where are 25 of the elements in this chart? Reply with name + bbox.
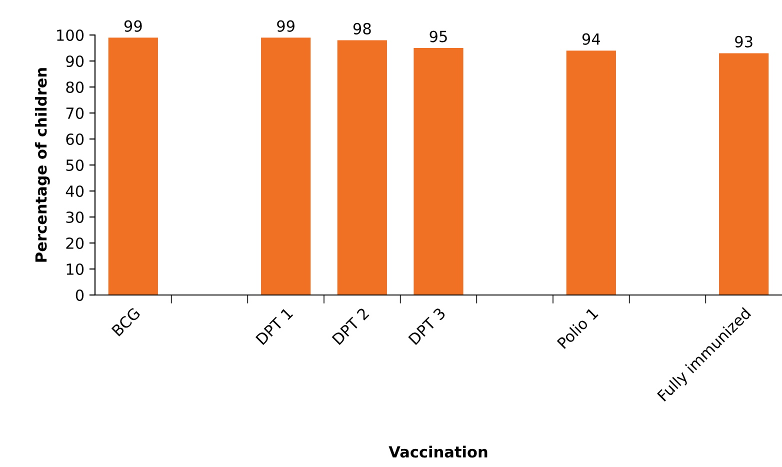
y-axis-title: Percentage of children <box>34 68 50 262</box>
y-tick-label: 100 <box>57 29 84 42</box>
bar <box>719 53 769 295</box>
data-label: 93 <box>735 36 752 48</box>
y-tick-label: 80 <box>66 81 84 94</box>
bar <box>337 40 387 295</box>
data-label: 95 <box>430 30 447 42</box>
y-tick-label: 10 <box>66 263 84 276</box>
data-label: 99 <box>124 20 142 32</box>
bar <box>108 38 158 295</box>
bar <box>414 48 464 295</box>
y-tick-label: 0 <box>76 289 84 302</box>
x-axis-title: Vaccination <box>388 446 488 458</box>
y-tick-label: 20 <box>66 237 84 250</box>
y-tick-label: 40 <box>66 185 84 198</box>
y-tick-label: 70 <box>66 107 84 120</box>
data-label: 94 <box>582 33 600 45</box>
y-tick-label: 30 <box>66 211 84 224</box>
data-label: 98 <box>353 22 371 34</box>
y-tick-label: 50 <box>66 159 84 172</box>
bar <box>566 50 616 295</box>
data-label: 99 <box>277 20 294 32</box>
y-tick-label: 60 <box>66 133 84 146</box>
bar <box>261 38 311 295</box>
y-tick-label: 90 <box>66 55 84 68</box>
